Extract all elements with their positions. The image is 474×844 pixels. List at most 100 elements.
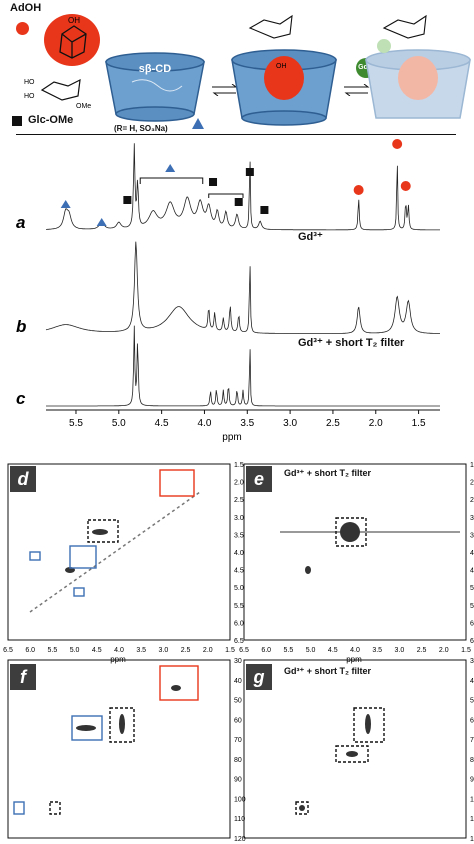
glc-label: Glc-OMe xyxy=(28,114,74,126)
panel-e-xtick: 1.5 xyxy=(461,647,471,654)
cd-label: sβ-CD xyxy=(139,63,171,75)
panel-e-ytick: 4.5 xyxy=(470,568,474,575)
ppm-tick-label: 1.5 xyxy=(412,418,426,429)
ppm-tick-label: 2.0 xyxy=(369,418,383,429)
panel-e-ytick: 4.0 xyxy=(470,550,474,557)
adoh-label: AdOH xyxy=(10,2,42,14)
panel-e-xtick: 6.5 xyxy=(239,647,249,654)
panel-f-cross-peak xyxy=(76,725,96,731)
ppm-axis-label: ppm xyxy=(222,432,241,443)
panel-d-ytick: 2.0 xyxy=(234,480,244,487)
panel-f-ytick: 100 xyxy=(234,796,246,803)
panel-label-d: d xyxy=(10,466,36,492)
ppm-tick-label: 2.5 xyxy=(326,418,340,429)
spectrum-letter-c: c xyxy=(16,389,26,408)
panel-e-ytick: 6.5 xyxy=(470,638,474,645)
panel-f-ytick: 70 xyxy=(234,737,242,744)
panel-f-ytick: 110 xyxy=(234,816,245,823)
cd-substituent-label: (R= H, SO₃Na) xyxy=(114,124,168,133)
spectrum-trace-b xyxy=(45,241,441,334)
panel-g-cross-peak xyxy=(299,805,305,811)
panel-f-adoh-box xyxy=(159,665,199,701)
cd-bracket xyxy=(139,177,204,184)
glc-peak-marker xyxy=(234,198,243,206)
spectrum-letter-a: a xyxy=(16,213,25,232)
ppm-tick-label: 5.5 xyxy=(69,418,83,429)
panel-e-ytick: 2.5 xyxy=(470,497,474,504)
nmr-2d-panels: 6.5 6.0 5.5 5.0 4.5 4.0 3.5 3.0 2.5 2.0 1.5 1.5 2.0 2… xyxy=(3,462,474,843)
cd-peak-marker xyxy=(60,200,71,208)
panel-label-g: g xyxy=(246,664,272,690)
panel-d-xtick: 1.5 xyxy=(225,647,235,654)
panel-d-xtick: 2.0 xyxy=(203,647,213,654)
adoh-peak-marker xyxy=(392,139,403,149)
panel-f-cd-box xyxy=(71,715,103,741)
panel-d-glc-box xyxy=(87,519,119,543)
panel-e-xtick: 6.0 xyxy=(261,647,271,654)
panel-e-xtick: 5.5 xyxy=(284,647,294,654)
divider xyxy=(16,134,456,135)
panel-g-ytick: 40 xyxy=(470,678,474,685)
ppm-tick-label: 5.0 xyxy=(112,418,126,429)
adoh-peak-marker xyxy=(400,181,411,191)
nmr-1d-spectra: a b c 5.5 5.0 4.5 4.0 3.5 3.0 2.5 2.0 1.5 ppm xyxy=(16,139,441,443)
panel-g-ytick: 50 xyxy=(470,698,474,705)
panel-d-ytick: 6.0 xyxy=(234,620,244,627)
cd-peak-marker xyxy=(96,218,107,226)
cyclodextrin-host: sβ-CD xyxy=(105,52,205,122)
panel-d-diagonal xyxy=(29,491,201,613)
panel-g-cross-peak xyxy=(346,751,358,757)
glc-peak-marker xyxy=(123,196,132,204)
equilibrium-arrows-gd xyxy=(344,84,370,96)
ppm-tick-label: 4.0 xyxy=(198,418,212,429)
ho-label-2: HO xyxy=(24,93,35,100)
panel-d-xtick: 5.5 xyxy=(48,647,58,654)
glc-peak-marker xyxy=(245,168,254,176)
panel-d-ytick: 3.5 xyxy=(234,532,244,539)
panel-d-cross-peak xyxy=(92,529,108,535)
panel-d-xtick: 3.5 xyxy=(136,647,146,654)
spectrum-trace-a xyxy=(46,143,440,231)
adoh-symbol-circle xyxy=(16,22,29,35)
panel-e-xtick: 3.0 xyxy=(395,647,405,654)
reaction-scheme: AdOH OH HO HO OMe Glc-OMe sβ-CD (R= H, S… xyxy=(0,0,474,133)
panel-d-xtick: 3.0 xyxy=(159,647,169,654)
panel-e-ytick: 6.0 xyxy=(470,620,474,627)
panel-d-ytick: 2.5 xyxy=(234,497,244,504)
spectrum-trace-c xyxy=(46,325,440,407)
panel-e-ytick: 5.0 xyxy=(470,585,474,592)
panel-f-ytick: 40 xyxy=(234,678,242,685)
ppm-tick-label: 4.5 xyxy=(155,418,169,429)
glucoside-structure: HO HO OMe xyxy=(24,78,91,110)
panel-d-xtick: 2.5 xyxy=(181,647,191,654)
cd-symbol-triangle xyxy=(192,118,204,129)
gd-faded-complex xyxy=(365,14,471,119)
panel-e-ytick: 3.5 xyxy=(470,532,474,539)
panel-f-frame xyxy=(7,659,231,839)
glc-bracket xyxy=(208,193,244,198)
panel-d-xtick: 4.0 xyxy=(114,647,124,654)
panel-f-ytick: 30 xyxy=(234,658,242,665)
panel-e-xtick: 4.0 xyxy=(350,647,360,654)
panel-d-ytick: 3.0 xyxy=(234,515,244,522)
panel-e-glc-box xyxy=(335,517,367,547)
ppm-tick-label: 3.0 xyxy=(283,418,297,429)
panel-d-xtick: 5.0 xyxy=(70,647,80,654)
inclusion-complex: OH xyxy=(231,14,337,126)
ome-label: OMe xyxy=(76,103,91,110)
adoh-peak-marker xyxy=(353,185,364,195)
spectrum-annotation-c: Gd³⁺ + short T₂ filter xyxy=(298,337,405,349)
panel-label-e: e xyxy=(246,466,272,492)
panel-e-frame xyxy=(243,463,467,641)
panel-e-cross-peak xyxy=(305,566,311,574)
panel-e-ytick: 2.0 xyxy=(470,480,474,487)
panel-e-ytick: 5.5 xyxy=(470,603,474,610)
panel-g-cross-peak xyxy=(365,714,371,734)
panel-d-xtick: 6.5 xyxy=(3,647,13,654)
panel-d-xtick: 6.0 xyxy=(25,647,35,654)
panel-f-cross-peak xyxy=(119,714,125,734)
panel-g-glc-box-3 xyxy=(295,801,309,815)
panel-g-ytick: 110 xyxy=(470,816,474,823)
panel-g-glc-box xyxy=(353,707,385,743)
panel-d-ytick: 1.5 xyxy=(234,462,244,469)
